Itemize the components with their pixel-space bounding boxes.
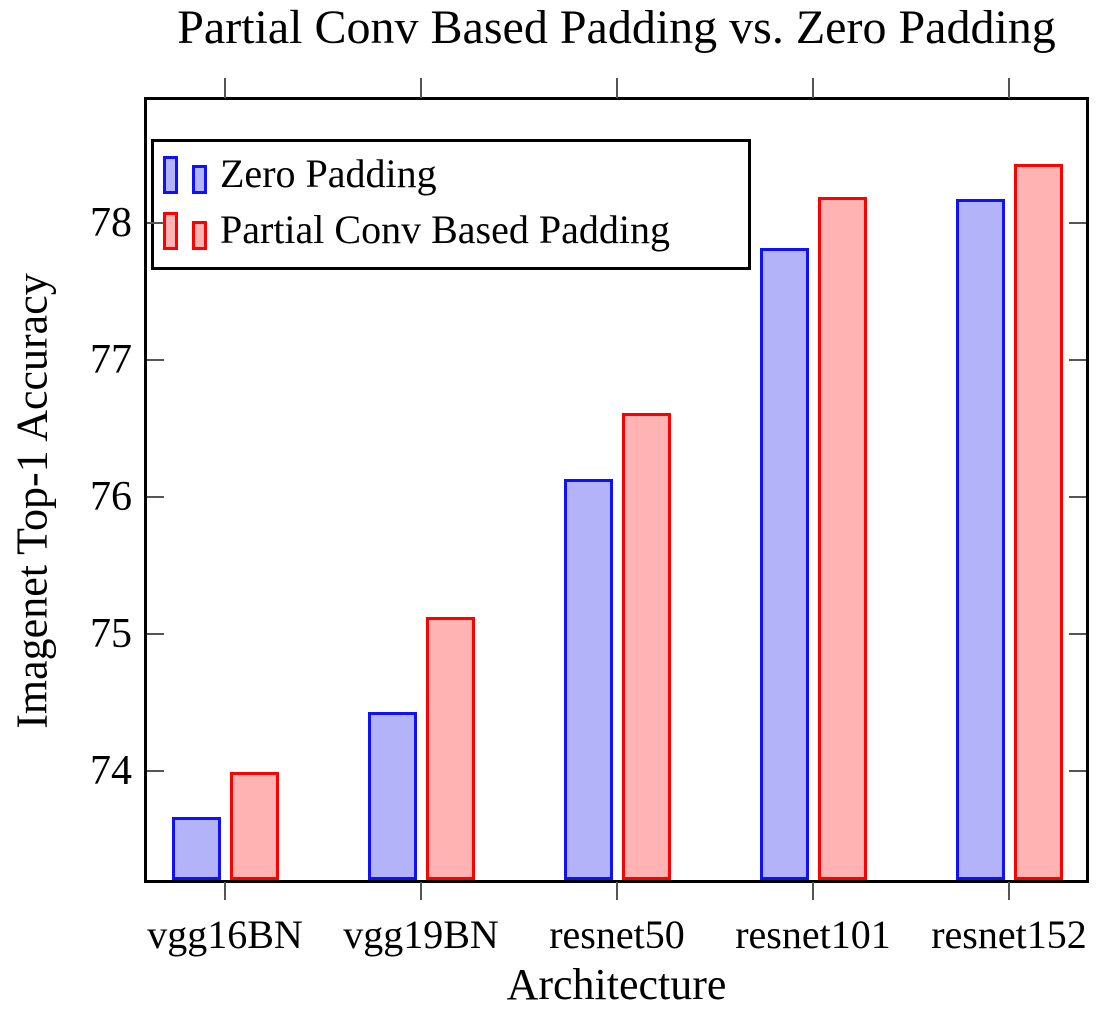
y-tick-label-74: 74 bbox=[90, 747, 132, 794]
legend-swatch-bar-short-partial-conv-based-padding bbox=[192, 221, 207, 250]
x-tick-bottom-vgg19bn bbox=[420, 882, 422, 900]
y-tick-right-76 bbox=[1069, 495, 1086, 498]
x-tick-label-resnet152: resnet152 bbox=[931, 912, 1087, 957]
x-tick-label-vgg16bn: vgg16BN bbox=[147, 912, 303, 957]
x-tick-label-vgg19bn: vgg19BN bbox=[343, 912, 499, 957]
y-tick-label-75: 75 bbox=[90, 610, 132, 657]
legend-item-partial-conv-based-padding: Partial Conv Based Padding bbox=[163, 202, 748, 258]
y-tick-right-78 bbox=[1069, 222, 1086, 225]
x-tick-label-resnet101: resnet101 bbox=[735, 912, 891, 957]
bar-resnet101-partial-conv-based-padding bbox=[817, 197, 867, 880]
legend-swatch-partial-conv-based-padding bbox=[163, 210, 207, 250]
x-tick-top-resnet50 bbox=[616, 78, 618, 98]
x-tick-bottom-resnet101 bbox=[812, 882, 814, 900]
bar-vgg16bn-zero-padding bbox=[171, 817, 221, 880]
bar-vgg19bn-zero-padding bbox=[367, 711, 417, 880]
bar-vgg16bn-partial-conv-based-padding bbox=[229, 771, 279, 880]
y-tick-left-77 bbox=[147, 359, 164, 361]
y-tick-right-74 bbox=[1069, 769, 1086, 772]
y-tick-left-78 bbox=[147, 222, 164, 225]
legend-swatch-bar-tall-partial-conv-based-padding bbox=[163, 212, 178, 250]
legend: Zero Padding Partial Conv Based Padding bbox=[151, 139, 751, 270]
legend-label-zero-padding: Zero Padding bbox=[220, 151, 437, 196]
legend-item-zero-padding: Zero Padding bbox=[163, 146, 748, 202]
bar-vgg19bn-partial-conv-based-padding bbox=[425, 617, 475, 880]
bar-resnet50-zero-padding bbox=[563, 479, 613, 880]
chart-title: Partial Conv Based Padding vs. Zero Padd… bbox=[177, 1, 1056, 54]
y-tick-label-77: 77 bbox=[90, 337, 132, 383]
x-tick-bottom-resnet152 bbox=[1008, 882, 1010, 900]
y-tick-label-78: 78 bbox=[90, 200, 132, 247]
y-tick-right-77 bbox=[1069, 359, 1086, 361]
legend-label-partial-conv-based-padding: Partial Conv Based Padding bbox=[220, 207, 670, 252]
bar-resnet101-zero-padding bbox=[759, 247, 809, 880]
legend-swatch-bar-tall-zero-padding bbox=[163, 156, 178, 194]
bar-resnet152-partial-conv-based-padding bbox=[1013, 164, 1063, 880]
y-tick-right-75 bbox=[1069, 632, 1086, 635]
x-axis-label: Architecture bbox=[506, 960, 727, 1009]
y-tick-left-74 bbox=[147, 769, 164, 772]
x-tick-top-vgg19bn bbox=[420, 78, 422, 98]
x-tick-top-vgg16bn bbox=[224, 78, 226, 98]
plot-border bbox=[144, 97, 1089, 883]
legend-swatch-bar-short-zero-padding bbox=[192, 165, 207, 194]
x-tick-bottom-resnet50 bbox=[616, 882, 618, 900]
legend-swatch-zero-padding bbox=[163, 154, 207, 194]
bar-resnet152-zero-padding bbox=[955, 198, 1005, 880]
x-tick-top-resnet152 bbox=[1008, 78, 1010, 98]
plot-area bbox=[147, 100, 1086, 880]
y-tick-left-76 bbox=[147, 495, 164, 498]
y-tick-label-76: 76 bbox=[90, 473, 132, 520]
x-tick-top-resnet101 bbox=[812, 78, 814, 98]
x-tick-bottom-vgg16bn bbox=[224, 882, 226, 900]
bar-resnet50-partial-conv-based-padding bbox=[621, 413, 671, 880]
x-tick-label-resnet50: resnet50 bbox=[549, 912, 685, 957]
y-tick-left-75 bbox=[147, 632, 164, 635]
